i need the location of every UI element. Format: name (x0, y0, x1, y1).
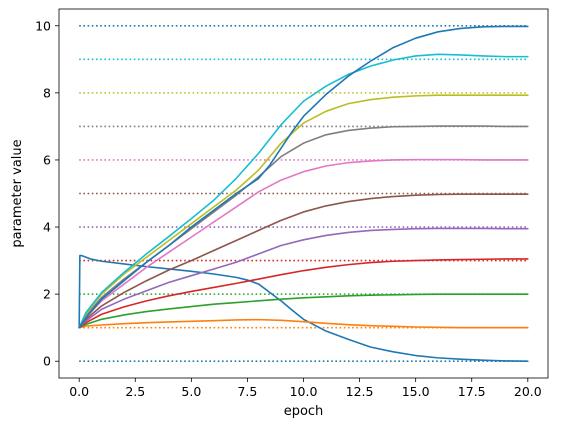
y-axis-label: parameter value (10, 139, 25, 247)
x-tick-label-2: 5.0 (181, 384, 201, 399)
x-tick-label-6: 15.0 (402, 384, 430, 399)
x-tick-label-0: 0.0 (69, 384, 89, 399)
x-axis-ticks: 0.0 2.5 5.0 7.5 10.0 12.5 15.0 17.5 20.0 (69, 378, 542, 399)
y-tick-label-5: 10 (35, 18, 51, 33)
y-tick-label-3: 6 (43, 152, 51, 167)
series-line-4 (78, 227, 529, 329)
x-tick-label-8: 20.0 (514, 384, 542, 399)
x-tick-label-3: 7.5 (237, 384, 257, 399)
y-axis-ticks: 0 2 4 6 8 10 (35, 18, 59, 369)
x-tick-label-7: 17.5 (458, 384, 486, 399)
series-lines (78, 25, 529, 363)
series-line-6 (78, 158, 529, 329)
series-line-10 (78, 25, 529, 329)
series-line-8 (78, 94, 529, 329)
x-tick-label-1: 2.5 (125, 384, 145, 399)
x-tick-label-5: 12.5 (346, 384, 374, 399)
y-tick-label-0: 0 (43, 354, 51, 369)
series-line-2 (78, 293, 529, 329)
x-tick-label-4: 10.0 (290, 384, 318, 399)
y-tick-label-1: 2 (43, 287, 51, 302)
series-line-1 (78, 318, 529, 329)
x-axis-label: epoch (284, 404, 324, 419)
series-line-0 (78, 254, 529, 363)
series-line-9 (78, 53, 529, 329)
y-tick-label-4: 8 (43, 85, 51, 100)
y-tick-label-2: 4 (43, 220, 51, 235)
series-line-3 (78, 258, 529, 329)
series-line-5 (78, 193, 529, 329)
